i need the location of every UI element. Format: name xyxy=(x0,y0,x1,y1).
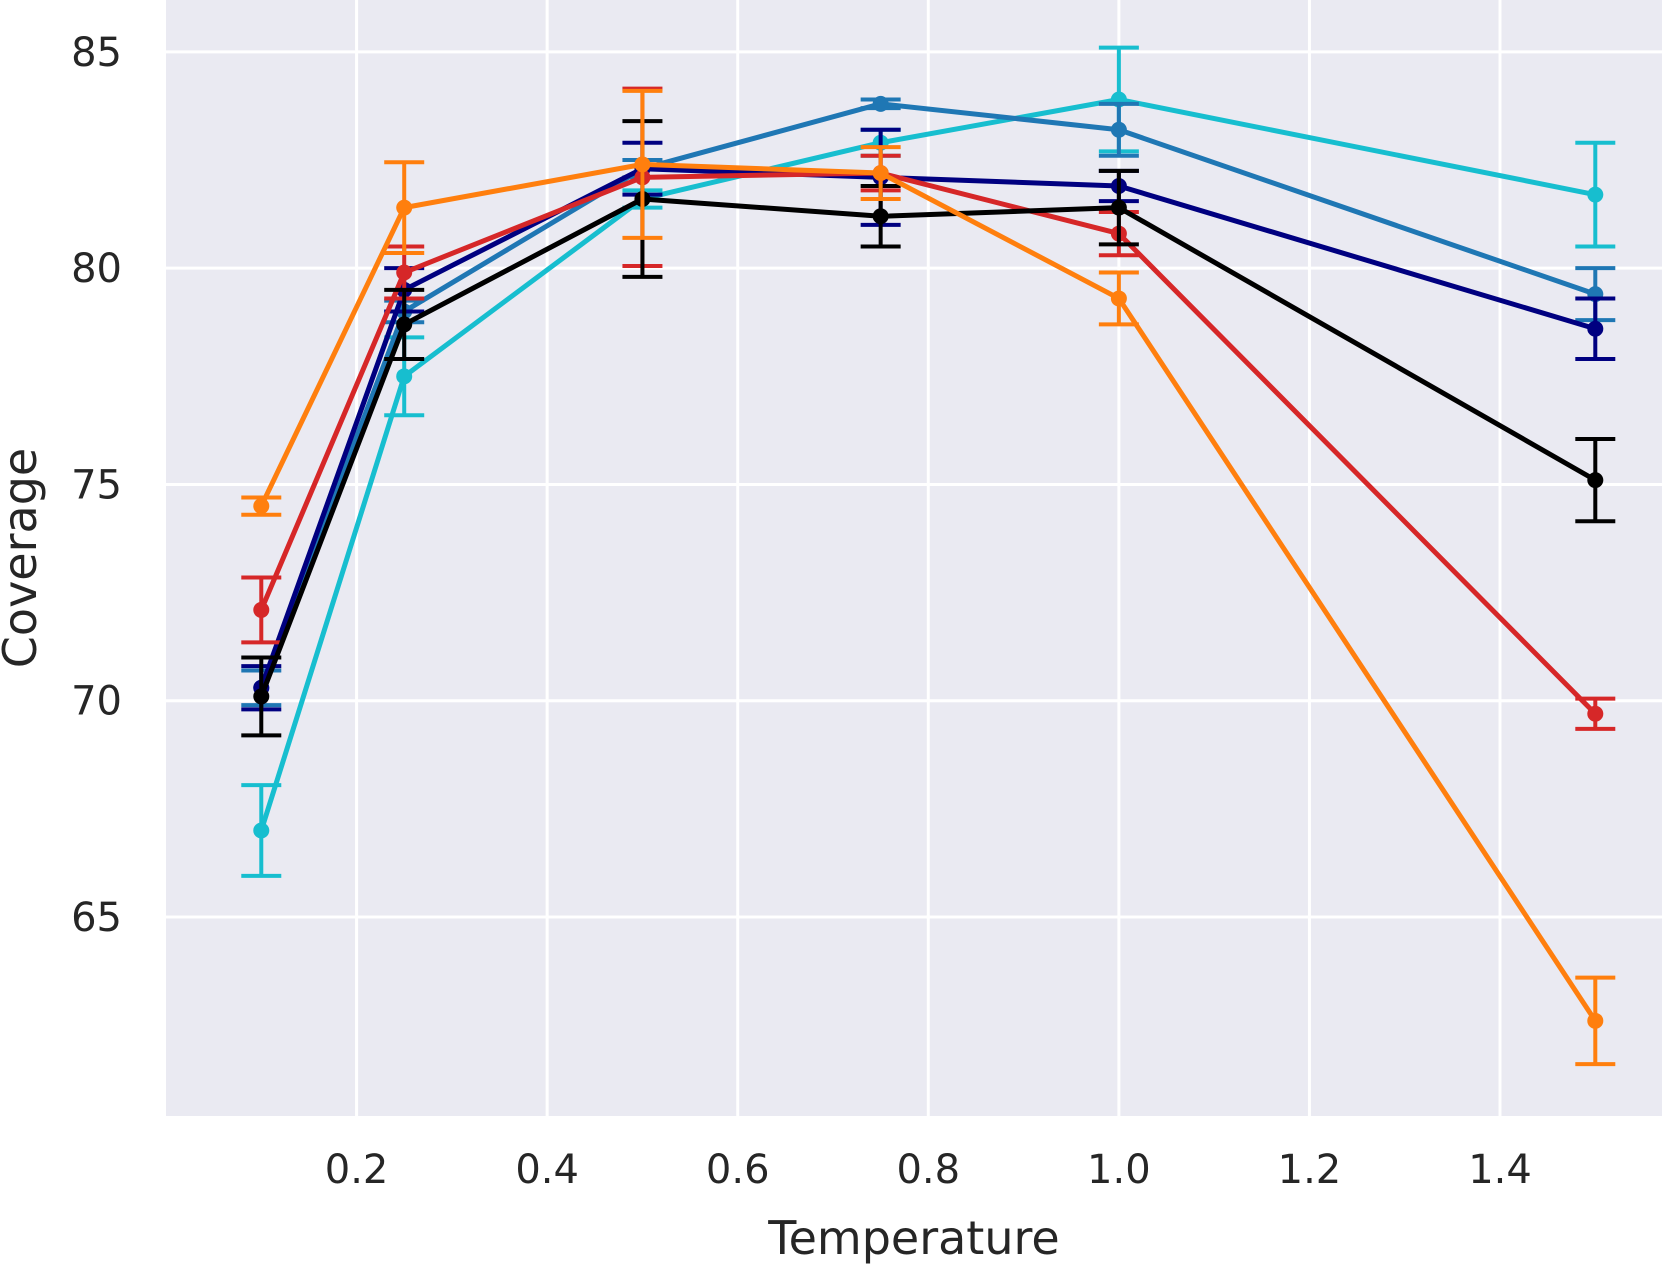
y-tick-label: 75 xyxy=(71,462,122,508)
data-point xyxy=(1110,199,1127,216)
tick-labels: 0.2 0.4 0.6 0.8 1.0 1.2 1.4 65 70 75 80 85 xyxy=(71,30,1532,1193)
data-point xyxy=(1110,121,1127,138)
y-axis-label: Coverage xyxy=(0,448,47,668)
series-orange xyxy=(241,88,1616,1067)
series-line xyxy=(259,161,1598,1023)
data-point xyxy=(872,95,889,112)
data-point xyxy=(253,601,270,618)
y-tick-label: 65 xyxy=(71,895,122,941)
data-point xyxy=(1587,472,1604,489)
x-tick-label: 0.4 xyxy=(515,1147,579,1193)
data-point xyxy=(1110,290,1127,307)
x-tick-label: 0.6 xyxy=(706,1147,770,1193)
data-point xyxy=(1587,1012,1604,1029)
y-tick-label: 85 xyxy=(71,30,122,76)
data-point xyxy=(253,688,270,705)
plot-background xyxy=(166,0,1662,1116)
data-point xyxy=(253,822,270,839)
x-tick-label: 0.2 xyxy=(325,1147,389,1193)
series-line xyxy=(258,196,1597,698)
x-tick-label: 1.4 xyxy=(1468,1147,1532,1193)
y-tick-label: 70 xyxy=(71,679,122,725)
series-line xyxy=(258,101,1597,689)
x-tick-label: 0.8 xyxy=(896,1147,960,1193)
data-point xyxy=(872,165,889,182)
series-line xyxy=(258,170,1598,716)
data-point xyxy=(1587,705,1604,722)
x-tick-label: 1.0 xyxy=(1087,1147,1151,1193)
x-axis-label: Temperature xyxy=(767,1211,1059,1265)
data-point xyxy=(396,199,413,216)
data-point xyxy=(396,316,413,333)
series-layer xyxy=(241,45,1616,1067)
data-point xyxy=(396,368,413,385)
y-tick-label: 80 xyxy=(71,246,122,292)
data-point xyxy=(872,208,889,225)
data-point xyxy=(1587,320,1604,337)
data-point xyxy=(634,156,651,173)
data-point xyxy=(253,498,270,515)
data-point xyxy=(396,264,413,281)
grid xyxy=(166,0,1662,1116)
data-point xyxy=(1587,186,1604,203)
x-tick-label: 1.2 xyxy=(1278,1147,1342,1193)
